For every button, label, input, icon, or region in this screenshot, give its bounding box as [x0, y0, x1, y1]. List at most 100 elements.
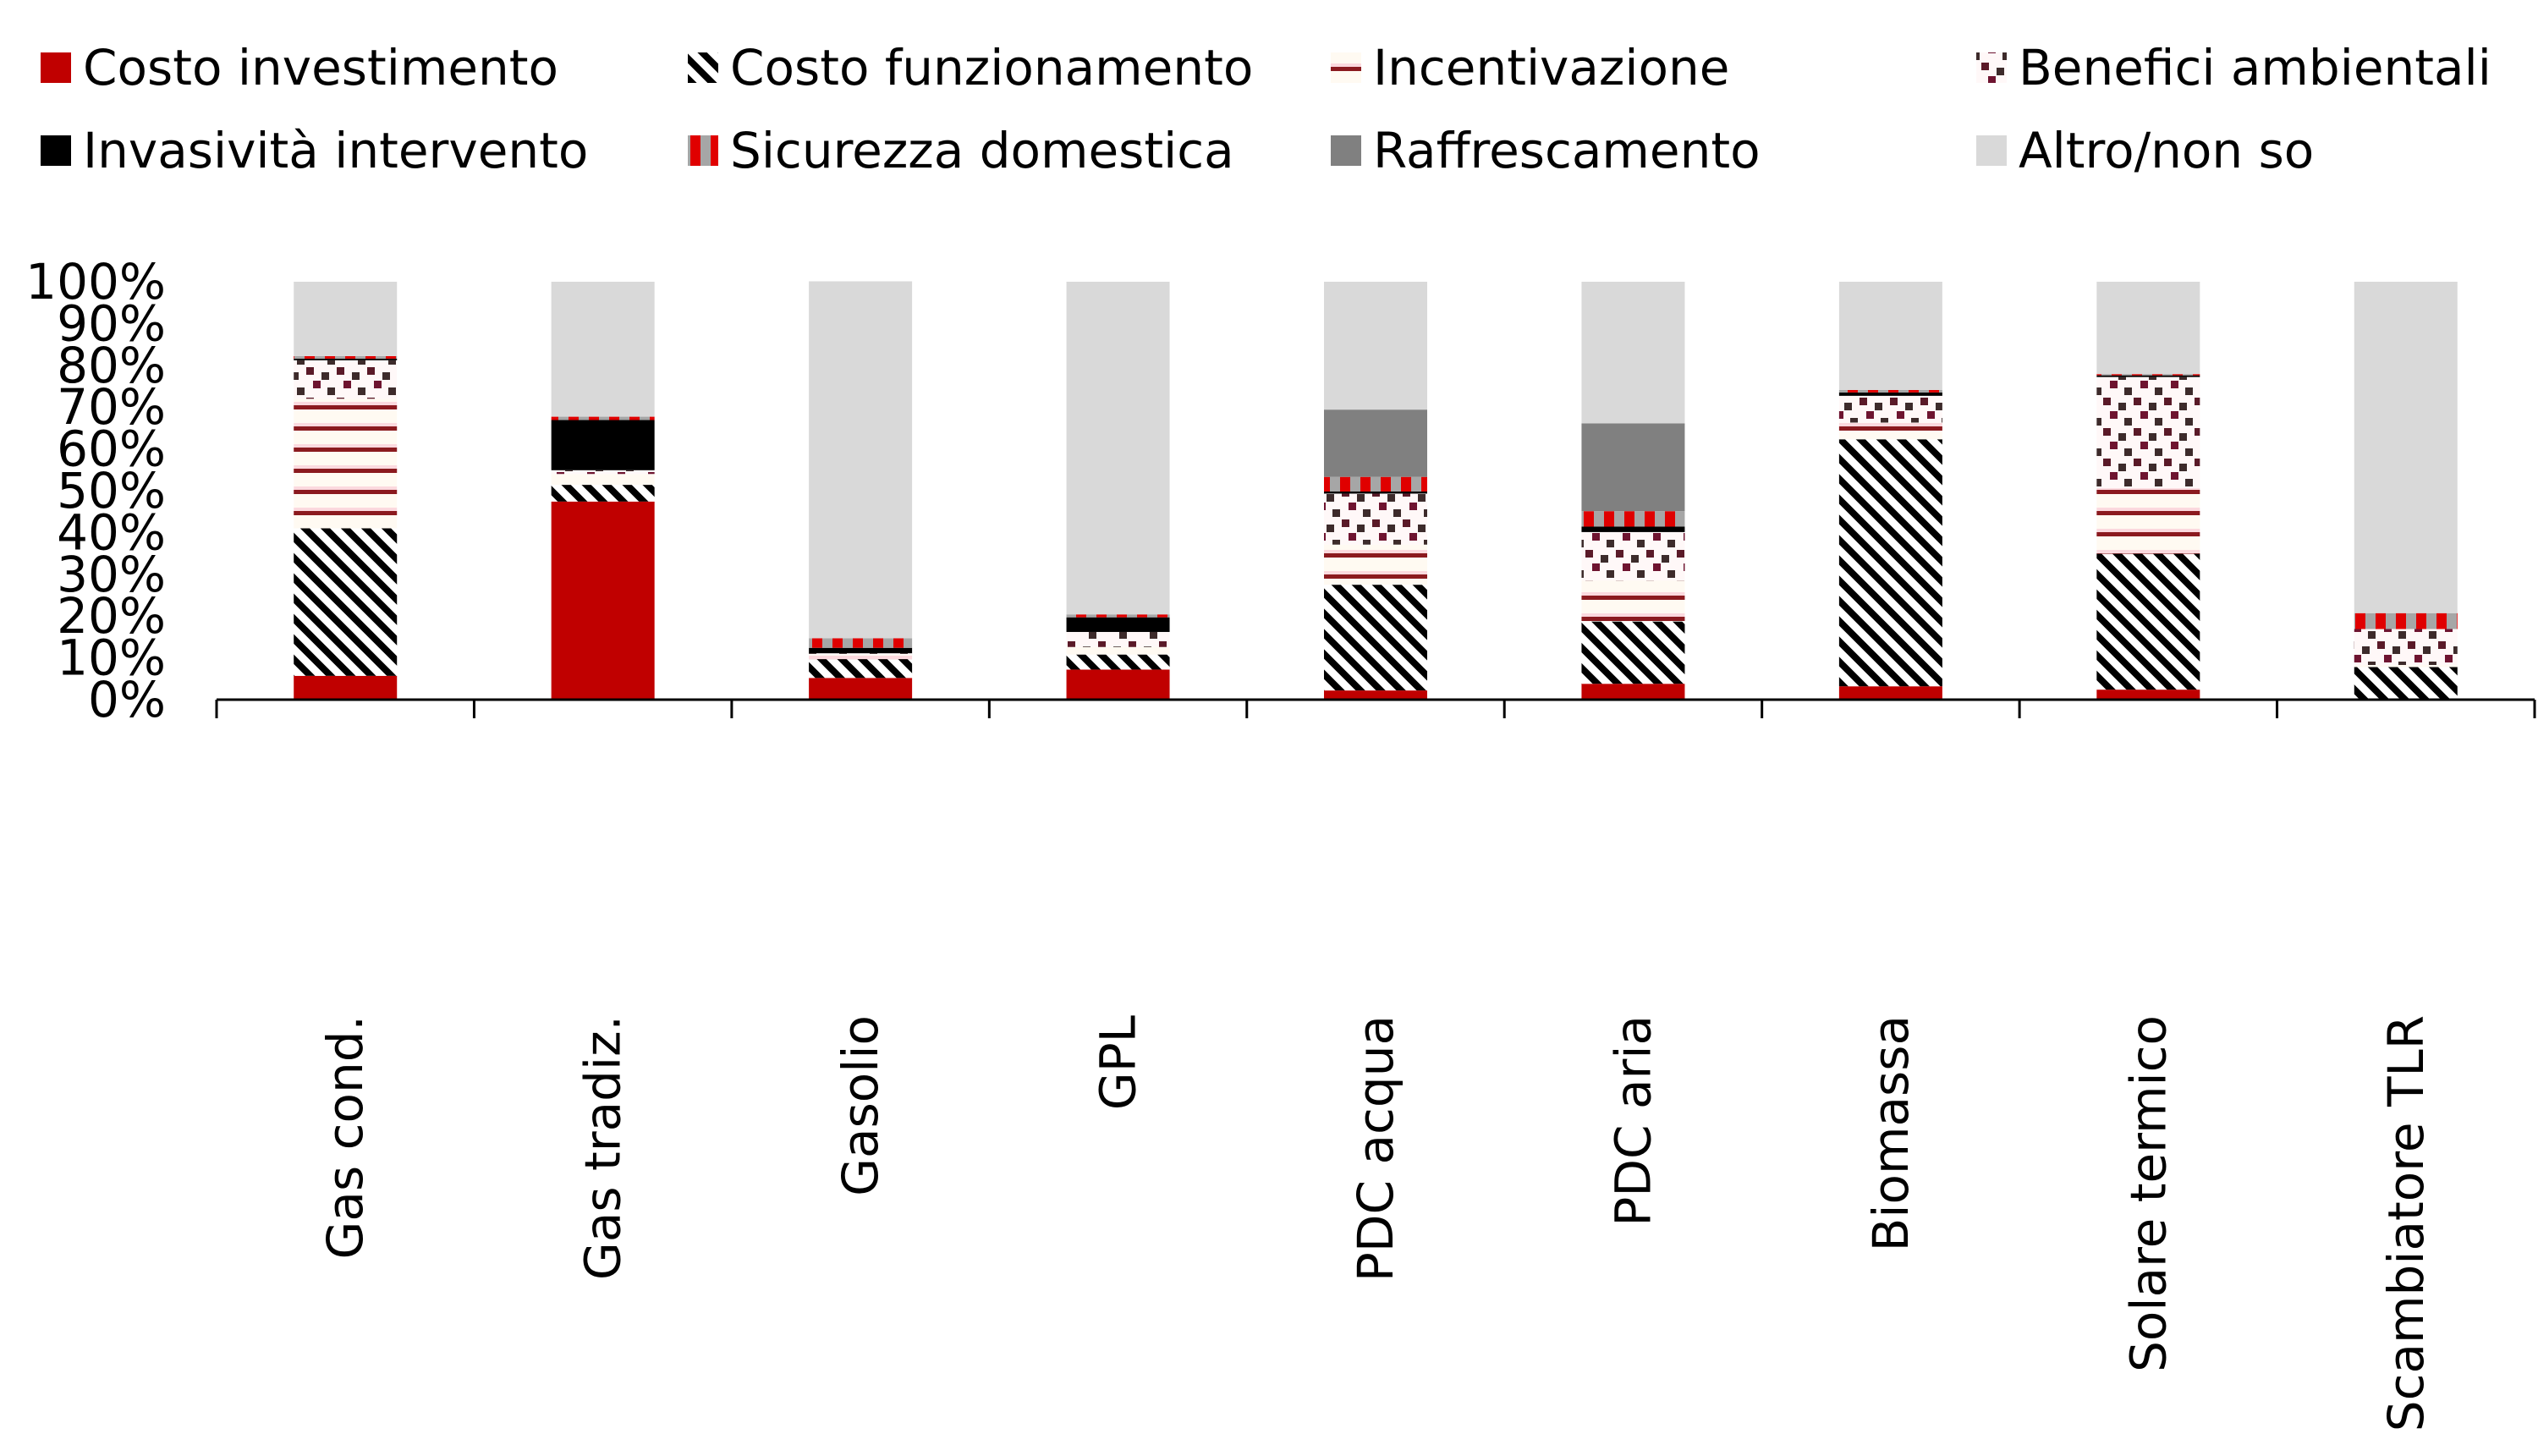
bar-segment-sicurezza-domestica: [1324, 476, 1427, 492]
bar-segment-sicurezza-domestica: [551, 416, 655, 420]
bar-pdc-acqua: [1324, 282, 1427, 700]
y-tick-label: 70%: [57, 378, 166, 436]
bar-segment-raffrescamento: [1324, 409, 1427, 477]
bar-segment-altro-non-so: [1581, 282, 1685, 424]
bar-segment-costo-investimento: [809, 678, 913, 700]
bar-segment-raffrescamento: [1581, 423, 1685, 512]
bar-solare-termico: [2096, 282, 2200, 700]
bar-segment-altro-non-so: [294, 282, 398, 356]
legend-label: Altro/non so: [2019, 122, 2314, 179]
bar-segment-costo-investimento: [1324, 690, 1427, 700]
bar-scambiatore-tlr: [2354, 282, 2458, 700]
legend-item-invasivita-intervento: Invasività intervento: [41, 122, 588, 179]
y-tick-label: 90%: [57, 294, 166, 352]
bar-segment-benefici-ambientali: [2354, 629, 2458, 665]
bar-segment-costo-funzionamento: [1581, 621, 1685, 684]
bar-segment-benefici-ambientali: [809, 653, 913, 655]
bar-segment-costo-funzionamento: [294, 528, 398, 676]
bar-segment-costo-investimento: [1066, 669, 1170, 700]
bar-segment-costo-funzionamento: [1838, 439, 1942, 687]
bar-segment-sicurezza-domestica: [294, 355, 398, 359]
x-tick-label: Scambiatore TLR: [2377, 1015, 2435, 1431]
legend-label: Invasività intervento: [83, 122, 588, 179]
bar-segment-benefici-ambientali: [1324, 493, 1427, 545]
bar-segment-invasivita-intervento: [1838, 392, 1942, 396]
bar-segment-altro-non-so: [1324, 282, 1427, 410]
legend-swatch: [1976, 52, 2007, 83]
bar-segment-benefici-ambientali: [1581, 531, 1685, 581]
legend-label: Costo funzionamento: [730, 39, 1253, 96]
bar-segment-incentivazione: [1581, 580, 1685, 622]
legend-swatch: [41, 52, 71, 83]
bar-segment-invasivita-intervento: [1581, 526, 1685, 532]
bar-segment-benefici-ambientali: [294, 360, 398, 399]
x-tick-label: PDC aria: [1604, 1015, 1662, 1227]
bar-segment-invasivita-intervento: [1066, 617, 1170, 632]
bar-segment-invasivita-intervento: [1324, 491, 1427, 494]
legend-item-raffrescamento: Raffrescamento: [1331, 122, 1761, 179]
bar-segment-benefici-ambientali: [1838, 395, 1942, 423]
legend-label: Costo investimento: [83, 39, 558, 96]
bar-segment-altro-non-so: [1066, 282, 1170, 615]
bar-segment-altro-non-so: [2354, 282, 2458, 613]
legend-swatch: [688, 52, 718, 83]
x-tick-label: Gasolio: [832, 1015, 889, 1196]
bar-segment-costo-funzionamento: [551, 485, 655, 502]
legend-item-altro-non-so: Altro/non so: [1976, 122, 2314, 179]
bar-segment-altro-non-so: [2096, 282, 2200, 375]
y-tick-label: 50%: [57, 462, 166, 519]
bar-segment-incentivazione: [551, 474, 655, 486]
bar-segment-sicurezza-domestica: [2354, 613, 2458, 629]
bar-segment-altro-non-so: [551, 282, 655, 417]
bar-segment-sicurezza-domestica: [2096, 374, 2200, 376]
bar-segment-costo-investimento: [551, 501, 655, 700]
bar-segment-invasivita-intervento: [551, 420, 655, 470]
bar-segment-sicurezza-domestica: [1066, 614, 1170, 618]
bar-segment-costo-funzionamento: [2096, 553, 2200, 690]
bar-segment-costo-funzionamento: [1066, 654, 1170, 670]
bar-segment-costo-investimento: [2096, 690, 2200, 700]
bar-segment-incentivazione: [294, 398, 398, 529]
bar-segment-costo-funzionamento: [1324, 585, 1427, 691]
legend-item-costo-funzionamento: Costo funzionamento: [688, 39, 1253, 96]
bar-gas-tradiz: [551, 282, 655, 700]
legend-item-costo-investimento: Costo investimento: [41, 39, 558, 96]
bar-gpl: [1066, 282, 1170, 700]
legend-swatch: [1331, 52, 1361, 83]
x-tick-label: GPL: [1090, 1015, 1147, 1110]
x-tick-label: Gas tradiz.: [574, 1015, 632, 1280]
legend-item-incentivazione: Incentivazione: [1331, 39, 1729, 96]
bar-segment-incentivazione: [1838, 422, 1942, 440]
bar-segment-costo-investimento: [1838, 686, 1942, 700]
bar-segment-costo-investimento: [1581, 684, 1685, 700]
bar-segment-incentivazione: [1324, 544, 1427, 585]
bar-segment-invasivita-intervento: [294, 358, 398, 360]
x-tick-label: PDC acqua: [1347, 1015, 1404, 1282]
y-tick-label: 60%: [57, 420, 166, 478]
bar-segment-benefici-ambientali: [2096, 376, 2200, 489]
legend-label: Raffrescamento: [1373, 122, 1761, 179]
bar-pdc-aria: [1581, 282, 1685, 700]
bar-segment-sicurezza-domestica: [1838, 389, 1942, 393]
bar-segment-incentivazione: [2354, 664, 2458, 668]
legend-swatch: [688, 135, 718, 166]
x-tick-label: Biomassa: [1862, 1015, 1920, 1251]
legend-swatch: [1976, 135, 2007, 166]
bar-segment-altro-non-so: [809, 281, 913, 639]
bar-segment-costo-funzionamento: [2354, 667, 2458, 700]
bar-segment-incentivazione: [809, 654, 913, 660]
legend-swatch: [41, 135, 71, 166]
bar-segment-invasivita-intervento: [2096, 375, 2200, 377]
bar-segment-incentivazione: [1066, 646, 1170, 655]
y-tick-label: 10%: [57, 629, 166, 687]
bar-segment-benefici-ambientali: [551, 470, 655, 475]
legend-label: Benefici ambientali: [2019, 39, 2491, 96]
bar-gas-cond: [294, 282, 398, 700]
bar-segment-costo-funzionamento: [809, 659, 913, 679]
y-tick-label: 30%: [57, 546, 166, 603]
bar-segment-altro-non-so: [1838, 282, 1942, 390]
legend-label: Incentivazione: [1373, 39, 1729, 96]
bar-biomassa: [1838, 282, 1942, 700]
legend-label: Sicurezza domestica: [730, 122, 1234, 179]
